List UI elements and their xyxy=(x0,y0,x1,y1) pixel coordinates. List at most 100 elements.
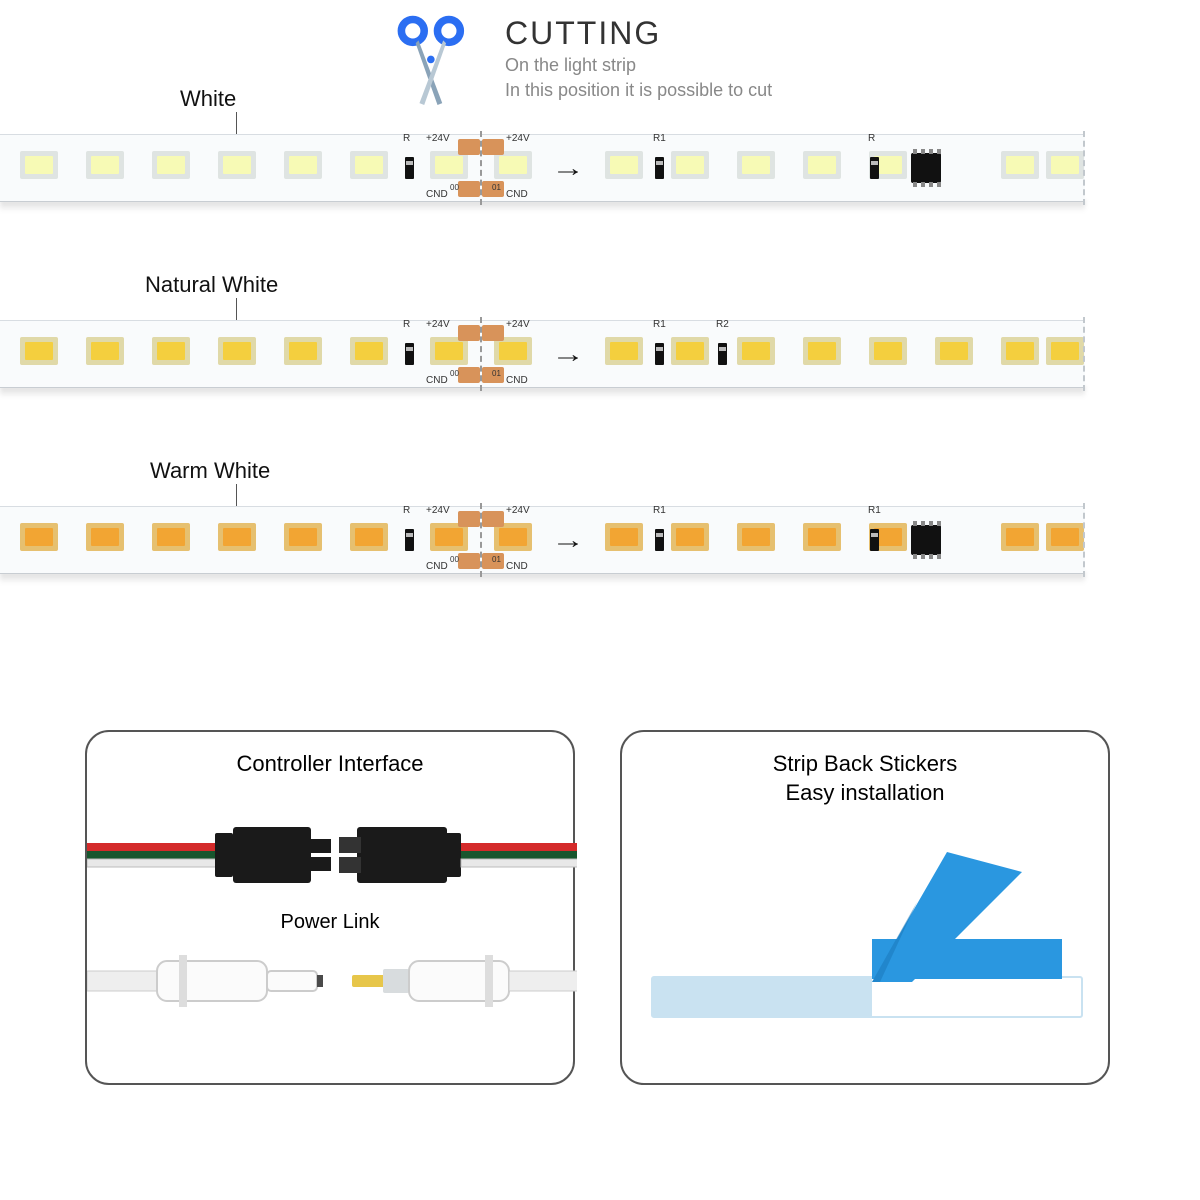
direction-arrow-icon: → xyxy=(551,341,585,369)
pcb-label: CND xyxy=(426,561,448,572)
direction-arrow-icon: → xyxy=(551,155,585,183)
pcb-label: 00 xyxy=(450,183,459,192)
smd-resistor xyxy=(870,157,879,179)
led-chip xyxy=(350,523,388,551)
cut-line xyxy=(480,131,482,205)
led-strip: →+24V+24VCNDCND0001RR1R xyxy=(0,134,1085,202)
pcb-label: R1 xyxy=(868,505,881,516)
led-chip xyxy=(86,337,124,365)
led-chip xyxy=(20,151,58,179)
pcb-label: 01 xyxy=(492,369,501,378)
led-chip xyxy=(430,523,468,551)
led-chip xyxy=(494,523,532,551)
strip-label: Warm White xyxy=(150,458,270,484)
power-link-label: Power Link xyxy=(87,909,573,935)
controller-panel: Controller Interface Power Link xyxy=(85,730,575,1085)
led-chip xyxy=(20,523,58,551)
led-chip xyxy=(350,337,388,365)
led-chip xyxy=(671,151,709,179)
pcb-label: 01 xyxy=(492,183,501,192)
cut-line xyxy=(480,317,482,391)
led-chip xyxy=(350,151,388,179)
controller-connector xyxy=(87,799,573,909)
controller-title: Controller Interface xyxy=(87,750,573,779)
pcb-label: 01 xyxy=(492,555,501,564)
copper-pad xyxy=(458,139,480,155)
led-chip xyxy=(494,151,532,179)
led-strip: →+24V+24VCNDCND0001RR1R2 xyxy=(0,320,1085,388)
smd-resistor xyxy=(655,157,664,179)
direction-arrow-icon: → xyxy=(551,527,585,555)
strip-end-line xyxy=(1083,317,1085,391)
led-chip xyxy=(737,337,775,365)
smd-resistor xyxy=(718,343,727,365)
led-chip xyxy=(935,337,973,365)
led-chip xyxy=(605,151,643,179)
strip-end-line xyxy=(1083,131,1085,205)
led-chip xyxy=(86,151,124,179)
led-chip xyxy=(1001,523,1039,551)
led-strip: →+24V+24VCNDCND0001RR1R1 xyxy=(0,506,1085,574)
pcb-label: +24V xyxy=(506,505,530,516)
cut-line xyxy=(480,503,482,577)
led-chip xyxy=(671,523,709,551)
led-chip xyxy=(152,337,190,365)
led-chip xyxy=(284,523,322,551)
cutting-heading: CUTTING On the light strip In this posit… xyxy=(505,15,772,103)
smd-resistor xyxy=(655,343,664,365)
copper-pad xyxy=(458,325,480,341)
led-chip xyxy=(737,523,775,551)
led-chip xyxy=(284,151,322,179)
led-chip xyxy=(869,337,907,365)
led-chip xyxy=(1001,337,1039,365)
copper-pad xyxy=(458,181,480,197)
led-chip xyxy=(1046,523,1084,551)
sticker-diagram xyxy=(622,807,1108,1057)
copper-pad xyxy=(458,553,480,569)
led-chip xyxy=(671,337,709,365)
led-chip xyxy=(1046,337,1084,365)
pcb-label: R xyxy=(403,133,410,144)
pcb-label: R xyxy=(403,319,410,330)
led-chip xyxy=(430,151,468,179)
ic-chip xyxy=(905,521,947,559)
smd-resistor xyxy=(405,157,414,179)
cutting-title: CUTTING xyxy=(505,15,772,52)
pcb-label: R1 xyxy=(653,319,666,330)
copper-pad xyxy=(482,325,504,341)
copper-pad xyxy=(458,367,480,383)
sticker-title: Strip Back Stickers Easy installation xyxy=(622,750,1108,807)
copper-pad xyxy=(482,511,504,527)
pcb-label: +24V xyxy=(506,319,530,330)
led-chip xyxy=(803,337,841,365)
strip-label: Natural White xyxy=(145,272,278,298)
pcb-label: R xyxy=(868,133,875,144)
pcb-label: CND xyxy=(506,561,528,572)
led-chip xyxy=(1046,151,1084,179)
pcb-label: +24V xyxy=(426,133,450,144)
copper-pad xyxy=(482,139,504,155)
led-chip xyxy=(605,337,643,365)
pcb-label: CND xyxy=(506,189,528,200)
led-chip xyxy=(86,523,124,551)
sticker-panel: Strip Back Stickers Easy installation xyxy=(620,730,1110,1085)
pcb-label: CND xyxy=(506,375,528,386)
cutting-sub1: On the light strip xyxy=(505,54,772,77)
scissors-icon xyxy=(390,10,485,110)
led-chip xyxy=(494,337,532,365)
pcb-label: R1 xyxy=(653,133,666,144)
smd-resistor xyxy=(655,529,664,551)
led-chip xyxy=(430,337,468,365)
pcb-label: +24V xyxy=(506,133,530,144)
smd-resistor xyxy=(405,529,414,551)
pcb-label: CND xyxy=(426,375,448,386)
cutting-sub2: In this position it is possible to cut xyxy=(505,79,772,102)
led-chip xyxy=(20,337,58,365)
ic-chip xyxy=(905,149,947,187)
pcb-label: +24V xyxy=(426,505,450,516)
pcb-label: +24V xyxy=(426,319,450,330)
strip-label: White xyxy=(180,86,236,112)
pcb-label: 00 xyxy=(450,369,459,378)
led-chip xyxy=(152,523,190,551)
pcb-label: R xyxy=(403,505,410,516)
